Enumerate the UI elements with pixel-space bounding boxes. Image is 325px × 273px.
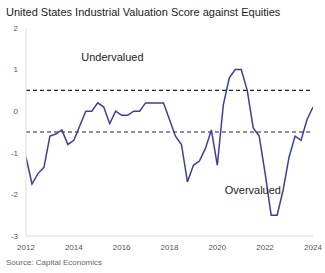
html-text:Source: Capital Economics: Source: Capital Economics <box>6 258 102 267</box>
svg-text:2012: 2012 <box>17 243 35 252</box>
svg-text:2020: 2020 <box>208 243 226 252</box>
svg-text:-3: -3 <box>11 232 19 241</box>
svg-text:2014: 2014 <box>65 243 83 252</box>
svg-text:-2: -2 <box>11 190 19 199</box>
svg-text:1: 1 <box>14 65 19 74</box>
svg-text:2022: 2022 <box>256 243 274 252</box>
svg-text:Overvalued: Overvalued <box>225 184 281 196</box>
svg-text:Undervalued: Undervalued <box>81 51 143 63</box>
svg-text:0: 0 <box>14 107 19 116</box>
svg-text:2016: 2016 <box>113 243 131 252</box>
svg-text:2024: 2024 <box>304 243 317 252</box>
svg-text:-1: -1 <box>11 149 19 158</box>
svg-text:2: 2 <box>14 24 19 33</box>
html-text:United States Industrial Valua: United States Industrial Valuation Score… <box>6 6 281 18</box>
svg-text:2018: 2018 <box>161 243 179 252</box>
